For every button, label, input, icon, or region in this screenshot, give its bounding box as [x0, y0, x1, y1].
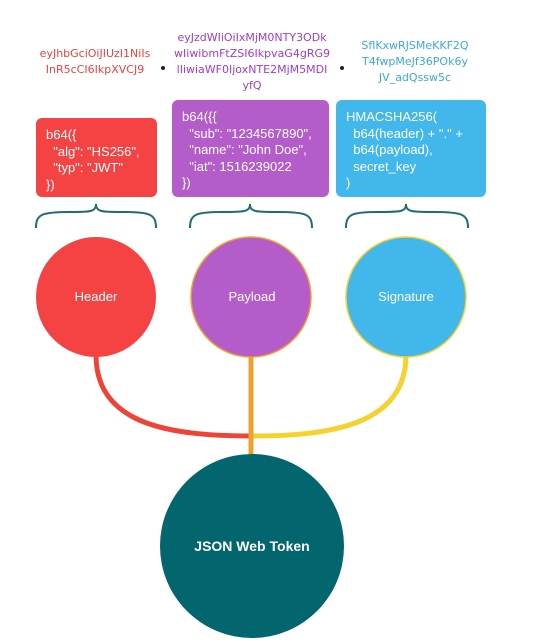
encoded-header-text: eyJhbGciOiJIUzI1NiIs InR5cCI6IkpXVCJ9	[30, 46, 160, 78]
header-code-line: })	[46, 176, 55, 192]
header-code-line: b64({	[46, 127, 77, 142]
encoded-header-line: eyJhbGciOiJIUzI1NiIs	[39, 47, 151, 60]
signature-circle	[345, 236, 467, 358]
payload-circle	[190, 236, 312, 358]
payload-brace	[189, 203, 313, 229]
encoded-signature-line: T4fwpMeJf36POk6y	[362, 55, 468, 68]
signature-code-box: HMACSHA256( b64(header) + "." + b64(payl…	[336, 100, 486, 197]
header-code-line: "alg": "HS256",	[46, 143, 140, 159]
jwt-circle	[160, 454, 344, 638]
encoded-payload-line: eyJzdWIiOiIxMjM0NTY3ODk	[177, 31, 327, 44]
payload-code-box: b64({{ "sub": "1234567890", "name": "Joh…	[172, 100, 329, 197]
payload-code-line: "sub": "1234567890",	[182, 125, 312, 141]
signature-code-line: secret_key	[346, 158, 417, 174]
signature-code-line: )	[346, 175, 351, 190]
encoded-payload-line: wIiwibmFtZSI6IkpvaG4gRG9	[174, 47, 330, 60]
header-code-box: b64({ "alg": "HS256", "typ": "JWT"})	[36, 118, 157, 197]
signature-code-line: b64(payload),	[346, 142, 433, 157]
payload-code-line: b64({{	[182, 109, 217, 124]
payload-code-line: })	[182, 175, 191, 190]
encoded-payload-text: eyJzdWIiOiIxMjM0NTY3ODk wIiwibmFtZSI6Ikpv…	[170, 30, 334, 94]
header-connector	[93, 354, 254, 439]
header-circle	[36, 237, 156, 357]
signature-code-line: b64(header) + "." +	[346, 125, 463, 141]
signature-code-line: HMACSHA256(	[346, 109, 438, 124]
encoded-header-line: InR5cCI6IkpXVCJ9	[45, 63, 145, 76]
payload-code-line: "iat": 1516239022	[182, 158, 292, 174]
separator-dot	[161, 66, 165, 70]
header-brace	[35, 203, 157, 229]
encoded-payload-line: yfQ	[242, 79, 262, 92]
header-code-line: "typ": "JWT"	[46, 160, 123, 175]
encoded-signature-text: SflKxwRJSMeKKF2Q T4fwpMeJf36POk6y JV_adQss…	[352, 38, 478, 86]
header-label: Header	[74, 289, 118, 304]
jwt-label: JSON Web Token	[194, 538, 310, 554]
signature-label: Signature	[378, 289, 434, 304]
encoded-payload-line: lIiwiaWF0IjoxNTE2MjM5MDI	[176, 63, 328, 76]
signature-connector	[252, 354, 409, 439]
encoded-signature-line: SflKxwRJSMeKKF2Q	[361, 39, 469, 52]
encoded-signature-line: JV_adQssw5c	[378, 71, 452, 84]
payload-code-line: "name": "John Doe",	[182, 142, 307, 157]
payload-label: Payload	[228, 289, 276, 304]
signature-brace	[345, 203, 469, 229]
separator-dot	[340, 66, 344, 70]
